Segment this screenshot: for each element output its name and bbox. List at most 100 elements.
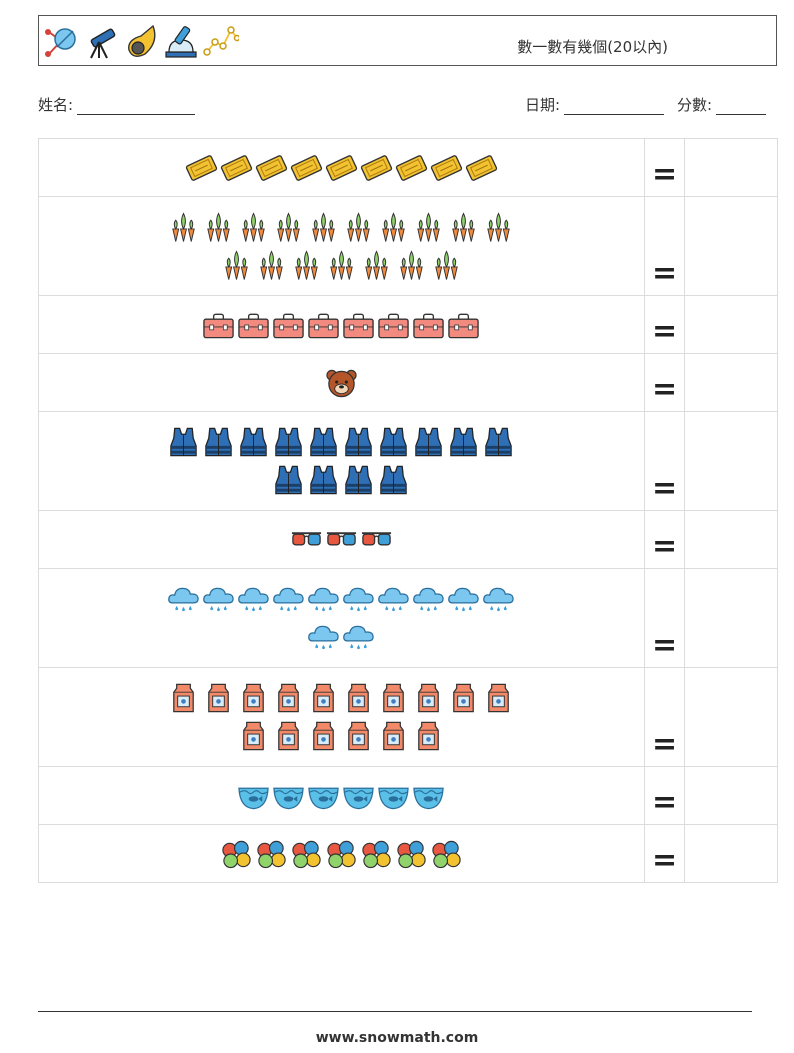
picture-cell — [38, 138, 645, 197]
milk-carton-icon — [342, 682, 375, 714]
life-vest-icon — [447, 426, 480, 458]
header-icon-strip — [43, 22, 241, 60]
fish-bowl-icon — [272, 780, 305, 812]
icon-line — [39, 249, 644, 281]
snow-cloud-icon — [272, 583, 305, 615]
ticket-icon — [465, 152, 498, 184]
carrots-icon — [377, 211, 410, 243]
briefcase-icon — [272, 309, 305, 341]
snow-cloud-icon — [307, 583, 340, 615]
answer-cell[interactable] — [684, 353, 778, 412]
meteor-icon — [123, 22, 159, 60]
milk-carton-icon — [342, 720, 375, 752]
carrots-icon — [255, 249, 288, 281]
icon-line — [39, 426, 644, 458]
life-vest-icon — [202, 426, 235, 458]
equals-sign: = — [643, 295, 686, 354]
equals-sign: = — [643, 411, 686, 511]
milk-carton-icon — [272, 682, 305, 714]
counting-row: = — [38, 353, 778, 412]
picture-cell — [38, 667, 645, 767]
answer-cell[interactable] — [684, 295, 778, 354]
balls-icon — [325, 838, 358, 870]
answer-cell[interactable] — [684, 824, 778, 883]
life-vest-icon — [342, 426, 375, 458]
footer-divider — [38, 1011, 752, 1012]
equals-sign: = — [643, 766, 686, 825]
snow-cloud-icon — [167, 583, 200, 615]
equals-sign: = — [643, 196, 686, 296]
balls-icon — [395, 838, 428, 870]
picture-cell — [38, 568, 645, 668]
life-vest-icon — [237, 426, 270, 458]
answer-cell[interactable] — [684, 510, 778, 569]
icon-line — [39, 464, 644, 496]
balls-icon — [290, 838, 323, 870]
life-vest-icon — [307, 426, 340, 458]
3d-glasses-icon — [360, 524, 393, 556]
milk-carton-icon — [307, 682, 340, 714]
observatory-telescope-icon — [163, 22, 199, 60]
briefcase-icon — [447, 309, 480, 341]
equals-sign: = — [643, 568, 686, 668]
snow-cloud-icon — [342, 583, 375, 615]
ticket-icon — [395, 152, 428, 184]
name-field: 姓名: — [38, 94, 196, 115]
answer-cell[interactable] — [684, 138, 778, 197]
carrots-icon — [272, 211, 305, 243]
score-blank[interactable] — [716, 98, 767, 115]
snow-cloud-icon — [342, 621, 375, 653]
fish-bowl-icon — [342, 780, 375, 812]
milk-carton-icon — [412, 720, 445, 752]
answer-cell[interactable] — [684, 667, 778, 767]
carrots-icon — [395, 249, 428, 281]
snow-cloud-icon — [307, 621, 340, 653]
score-label: 分數: — [677, 96, 713, 114]
life-vest-icon — [377, 464, 410, 496]
icon-line — [39, 583, 644, 615]
name-blank[interactable] — [77, 98, 196, 115]
counting-row: = — [38, 138, 778, 197]
carrots-icon — [307, 211, 340, 243]
fish-bowl-icon — [412, 780, 445, 812]
picture-cell — [38, 766, 645, 825]
briefcase-icon — [377, 309, 410, 341]
score-field: 分數: — [677, 94, 767, 115]
space-probe-icon — [43, 22, 79, 60]
ticket-icon — [360, 152, 393, 184]
ticket-icon — [185, 152, 218, 184]
counting-row: = — [38, 295, 778, 354]
carrots-icon — [360, 249, 393, 281]
icon-line — [39, 309, 644, 341]
answer-cell[interactable] — [684, 766, 778, 825]
carrots-icon — [220, 249, 253, 281]
bear-icon — [325, 367, 358, 399]
carrots-icon — [342, 211, 375, 243]
balls-icon — [360, 838, 393, 870]
picture-cell — [38, 353, 645, 412]
answer-cell[interactable] — [684, 568, 778, 668]
telescope-icon — [83, 22, 119, 60]
equals-sign: = — [643, 824, 686, 883]
date-field: 日期: — [525, 94, 665, 115]
answer-cell[interactable] — [684, 196, 778, 296]
answer-cell[interactable] — [684, 411, 778, 511]
milk-carton-icon — [482, 682, 515, 714]
milk-carton-icon — [447, 682, 480, 714]
equals-sign: = — [643, 353, 686, 412]
life-vest-icon — [412, 426, 445, 458]
counting-row: = — [38, 766, 778, 825]
carrots-icon — [412, 211, 445, 243]
briefcase-icon — [307, 309, 340, 341]
briefcase-icon — [342, 309, 375, 341]
picture-cell — [38, 824, 645, 883]
icon-line — [39, 621, 644, 653]
briefcase-icon — [412, 309, 445, 341]
milk-carton-icon — [237, 720, 270, 752]
snow-cloud-icon — [237, 583, 270, 615]
footer-url: www.snowmath.com — [315, 1030, 479, 1046]
milk-carton-icon — [377, 720, 410, 752]
date-blank[interactable] — [564, 98, 665, 115]
worksheet-title: 數一數有幾個(20以內) — [517, 38, 668, 56]
carrots-icon — [202, 211, 235, 243]
